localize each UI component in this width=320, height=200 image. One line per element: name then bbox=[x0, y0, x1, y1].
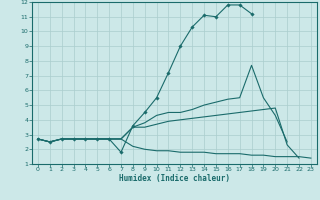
X-axis label: Humidex (Indice chaleur): Humidex (Indice chaleur) bbox=[119, 174, 230, 183]
